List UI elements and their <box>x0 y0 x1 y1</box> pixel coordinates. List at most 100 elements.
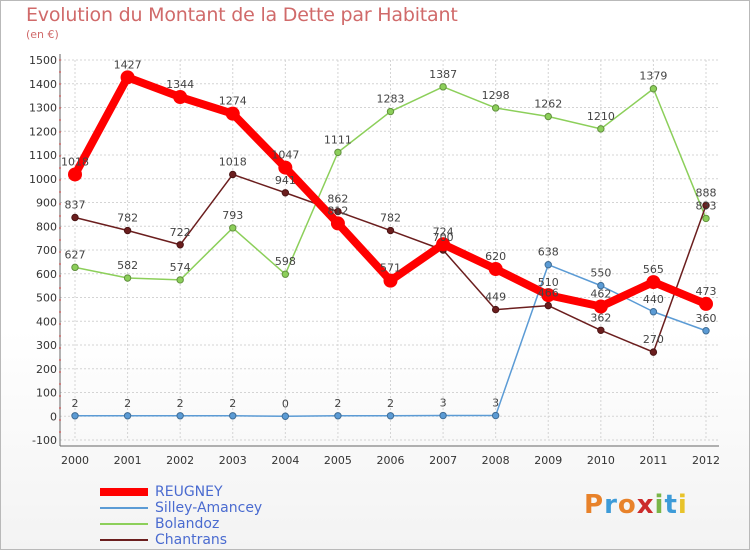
data-label: 362 <box>590 311 611 324</box>
data-point <box>386 226 395 235</box>
data-label: 941 <box>275 174 296 187</box>
data-point <box>176 241 184 249</box>
proxiti-logo: Proxiti <box>584 490 688 520</box>
y-tick-label: 1500 <box>29 54 57 67</box>
data-point <box>702 327 710 335</box>
data-point <box>123 226 132 235</box>
y-tick-label: 500 <box>36 292 57 305</box>
data-label: 574 <box>170 261 191 274</box>
data-point <box>491 411 500 420</box>
data-point <box>278 160 293 175</box>
data-point <box>281 189 290 197</box>
x-tick-label: 2012 <box>692 454 720 467</box>
data-label: 1298 <box>482 89 510 102</box>
data-label: 1018 <box>61 155 89 168</box>
data-point <box>593 299 608 314</box>
data-label: 565 <box>643 263 664 276</box>
x-tick-label: 2002 <box>166 454 194 467</box>
y-tick-label: 600 <box>36 268 57 281</box>
data-point <box>123 274 132 282</box>
data-point <box>334 412 342 420</box>
chart-title: Evolution du Montant de la Dette par Hab… <box>26 4 458 26</box>
data-point <box>649 85 658 93</box>
data-point <box>646 275 661 290</box>
data-point <box>597 125 605 133</box>
data-label: 888 <box>696 186 717 199</box>
data-point <box>544 301 552 310</box>
data-label: 620 <box>485 250 506 263</box>
x-tick-label: 2010 <box>587 454 615 467</box>
data-label: 3 <box>440 397 447 410</box>
y-tick-label: 400 <box>36 315 57 328</box>
data-label: 462 <box>590 288 611 301</box>
data-point <box>71 412 79 420</box>
data-point <box>281 412 290 420</box>
data-point <box>173 90 188 105</box>
x-tick-label: 2008 <box>482 454 510 467</box>
data-label: 2 <box>124 397 131 410</box>
data-label: 1427 <box>114 58 142 71</box>
data-label: 2 <box>177 397 184 410</box>
data-point <box>71 213 79 222</box>
data-point <box>334 148 342 157</box>
grid-lines <box>60 59 719 441</box>
data-point <box>699 296 713 311</box>
legend-swatch <box>100 539 148 541</box>
data-point <box>229 224 237 232</box>
data-label: 1047 <box>271 149 299 162</box>
data-point <box>383 273 398 288</box>
y-tick-label: -100 <box>32 434 57 447</box>
legend-item: REUGNEY <box>100 484 320 500</box>
data-label: 466 <box>538 287 559 300</box>
data-point <box>229 170 237 179</box>
data-labels: 1018 1427 1344 1274 1047 812 571 724 620 510 462 56… <box>61 58 717 410</box>
data-label: 1344 <box>166 78 194 91</box>
data-point <box>386 412 395 420</box>
y-tick-label: 1400 <box>29 78 57 91</box>
x-tick-label: 2005 <box>324 454 352 467</box>
data-label: 1018 <box>219 155 247 168</box>
x-tick-label: 2000 <box>61 454 89 467</box>
data-point <box>597 281 605 290</box>
axes: -100 0 100 200 300 400 500 600 700 800 900 1000 1100… <box>29 54 720 467</box>
data-point <box>334 207 342 216</box>
data-point <box>229 412 237 420</box>
legend-swatch <box>100 488 148 496</box>
data-label: 837 <box>65 198 86 211</box>
data-label: 833 <box>696 199 717 212</box>
data-label: 2 <box>229 397 236 410</box>
chart-unit-label: (en €) <box>26 28 59 41</box>
y-tick-label: 0 <box>50 410 57 423</box>
data-point <box>386 107 395 116</box>
data-label: 1111 <box>324 133 352 146</box>
data-label: 510 <box>538 276 559 289</box>
y-tick-label: 100 <box>36 387 57 400</box>
data-label: 360 <box>696 312 717 325</box>
y-tick-label: 1000 <box>29 173 57 186</box>
data-label: 627 <box>65 248 86 261</box>
data-point <box>68 167 82 182</box>
data-point <box>544 112 552 121</box>
data-label: 440 <box>643 293 664 306</box>
data-label: 0 <box>282 397 289 410</box>
legend-item: Chantrans <box>100 532 320 548</box>
data-point <box>541 288 556 303</box>
legend-item: Silley-Amancey <box>100 500 320 516</box>
legend-label: Bolandoz <box>155 516 220 532</box>
data-label: 782 <box>117 212 138 225</box>
data-point <box>176 276 184 284</box>
data-point <box>597 326 605 334</box>
data-point <box>176 412 184 420</box>
data-label: 793 <box>222 209 243 222</box>
data-label: 571 <box>380 262 401 275</box>
legend-swatch <box>100 523 148 525</box>
data-point <box>436 237 451 252</box>
y-tick-label: 700 <box>36 244 57 257</box>
data-point <box>649 348 658 356</box>
data-label: 724 <box>433 225 454 238</box>
data-point <box>649 308 658 316</box>
series-lines <box>68 70 713 420</box>
data-label: 1274 <box>219 95 247 108</box>
legend-label: REUGNEY <box>155 484 223 500</box>
